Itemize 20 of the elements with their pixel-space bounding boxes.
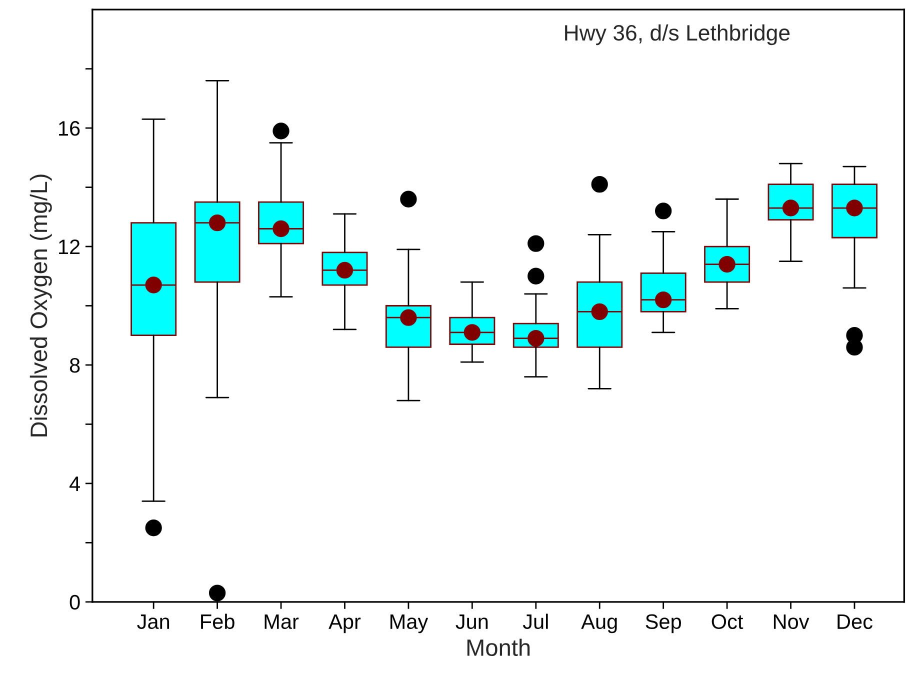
x-tick-label: May (390, 614, 428, 634)
x-tick-label: Jul (522, 614, 548, 630)
x-tick-label: Jan (137, 614, 170, 630)
x-tick-label: Sep (646, 614, 681, 634)
text: Hwy 36, d/s Lethbridge (565, 24, 790, 46)
y-tick-label: 4 (70, 476, 80, 491)
y-tick-label: 12 (59, 240, 80, 254)
x-tick-label: Oct (712, 614, 744, 630)
y-tick-label: 8 (70, 358, 80, 373)
x-axis-title: Month (467, 638, 530, 656)
y-tick-label: 16 (59, 121, 80, 136)
x-tick-label: Aug (581, 614, 617, 634)
x-tick-label: Jun (456, 614, 488, 630)
y-tick-label: 0 (70, 594, 80, 610)
y-axis-title: Dissolved Oxygen (mg/L) (30, 174, 52, 436)
x-tick-label: Apr (328, 614, 361, 634)
x-tick-label: Feb (201, 614, 234, 630)
x-tick-label: Nov (774, 614, 810, 630)
x-tick-label: Mar (264, 614, 299, 630)
x-tick-label: Dec (838, 614, 872, 630)
